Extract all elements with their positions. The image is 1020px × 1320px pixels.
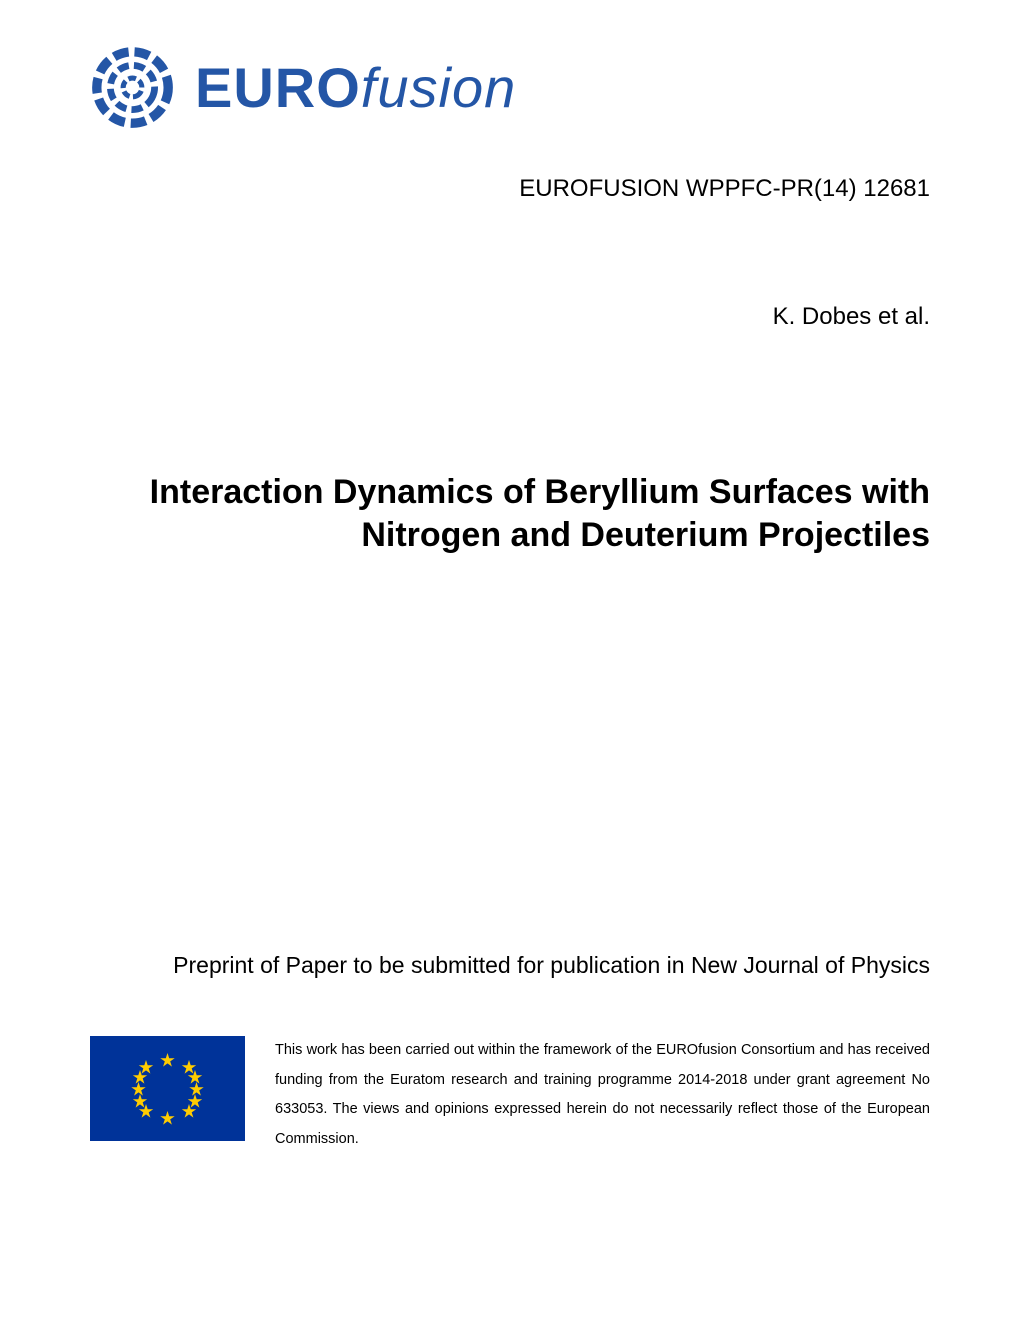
- document-id: EUROFUSION WPPFC-PR(14) 12681: [90, 175, 930, 203]
- logo-text-light: fusion: [361, 56, 516, 119]
- logo-text: EUROfusion: [195, 55, 516, 120]
- footer: This work has been carried out within th…: [90, 1036, 930, 1155]
- eu-flag-icon: [90, 1036, 245, 1141]
- preprint-note: Preprint of Paper to be submitted for pu…: [90, 951, 930, 981]
- authors: K. Dobes et al.: [90, 303, 930, 331]
- paper-title: Interaction Dynamics of Beryllium Surfac…: [90, 471, 930, 556]
- funding-statement: This work has been carried out within th…: [275, 1036, 930, 1155]
- logo-text-bold: EURO: [195, 56, 361, 119]
- eurofusion-logo-icon: [90, 45, 175, 130]
- logo-container: EUROfusion: [90, 45, 930, 130]
